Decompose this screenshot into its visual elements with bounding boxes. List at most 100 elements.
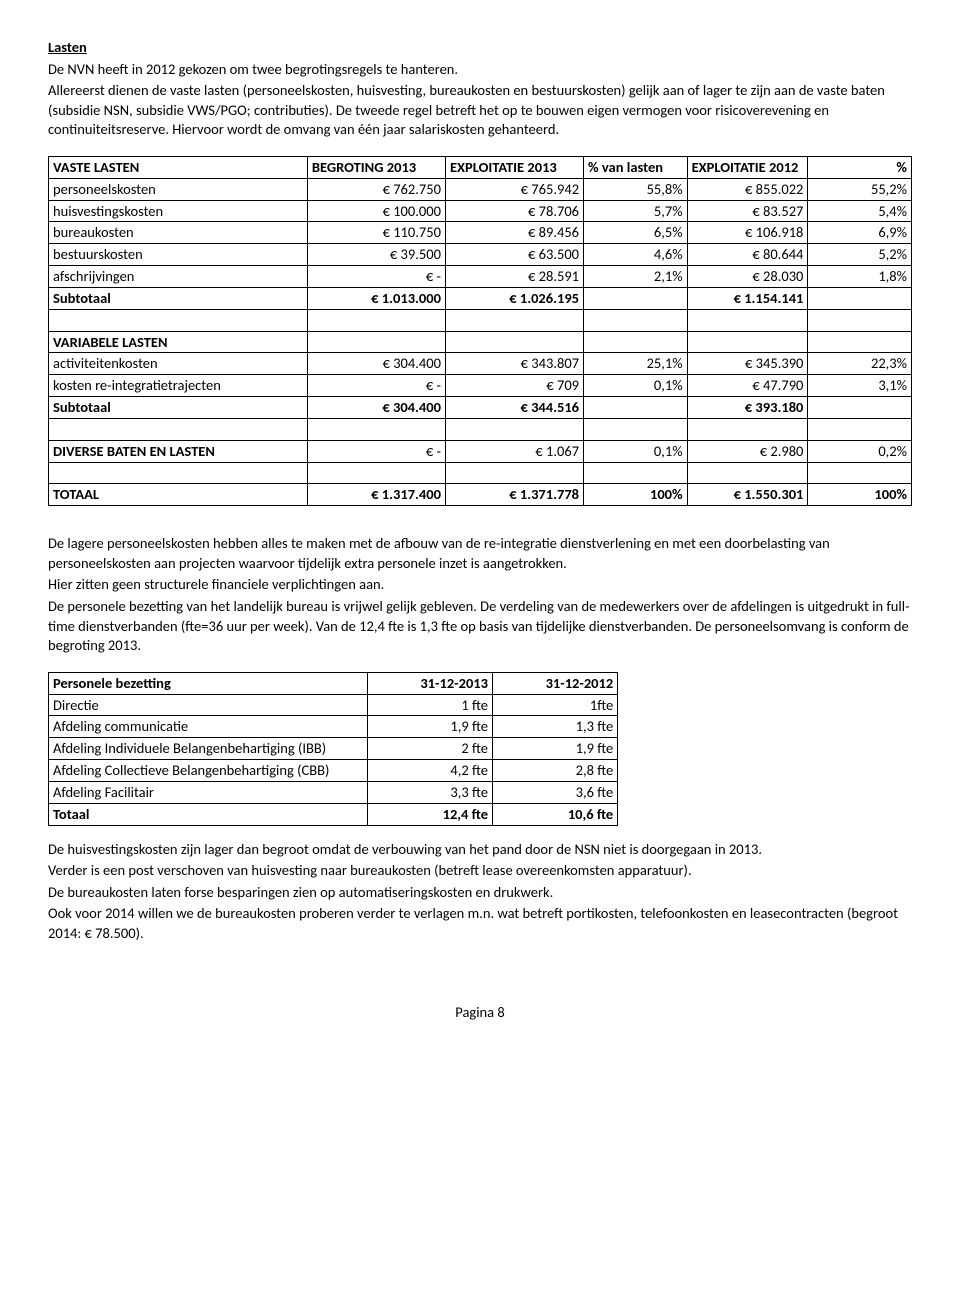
table-cell: activiteitenkosten — [49, 353, 308, 375]
intro-p1: De NVN heeft in 2012 gekozen om twee beg… — [48, 60, 912, 80]
table-cell: Afdeling Facilitair — [49, 781, 368, 803]
table-cell: € 304.400 — [307, 353, 445, 375]
t2-h2: 31-12-2012 — [493, 672, 618, 694]
table-cell: 2 fte — [367, 738, 492, 760]
mid-p2: Hier zitten geen structurele financiele … — [48, 575, 912, 595]
t2-rows: Directie1 fte1fteAfdeling communicatie1,… — [49, 694, 618, 803]
table-cell: Afdeling Individuele Belangenbehartiging… — [49, 738, 368, 760]
table-cell: 55,2% — [808, 178, 912, 200]
t1-tot-2: € 1.371.778 — [445, 484, 583, 506]
t1-tot-0: TOTAAL — [49, 484, 308, 506]
table-cell: kosten re-integratietrajecten — [49, 375, 308, 397]
t1-tot-4: € 1.550.301 — [687, 484, 808, 506]
table-cell: 3,1% — [808, 375, 912, 397]
t1-sub1-1: € 1.013.000 — [307, 287, 445, 309]
intro-p2: Allereerst dienen de vaste lasten (perso… — [48, 81, 912, 140]
section-heading: Lasten — [48, 38, 912, 58]
table-cell: 1,9 fte — [367, 716, 492, 738]
t1-tot-5: 100% — [808, 484, 912, 506]
t1-sub2-3 — [584, 397, 688, 419]
table-cell: € 100.000 — [307, 200, 445, 222]
t1-sub1-2: € 1.026.195 — [445, 287, 583, 309]
table-cell: 4,2 fte — [367, 760, 492, 782]
t1-sp3 — [49, 462, 308, 484]
personele-table: Personele bezetting 31-12-2013 31-12-201… — [48, 672, 618, 826]
table-cell: bestuurskosten — [49, 244, 308, 266]
table-cell: € 709 — [445, 375, 583, 397]
table-cell: 0,1% — [584, 375, 688, 397]
table-cell: 1fte — [493, 694, 618, 716]
table-cell: € 28.030 — [687, 266, 808, 288]
table-cell: € 762.750 — [307, 178, 445, 200]
lasten-table: VASTE LASTEN BEGROTING 2013 EXPLOITATIE … — [48, 156, 912, 507]
table-cell: € 63.500 — [445, 244, 583, 266]
table-cell: 5,7% — [584, 200, 688, 222]
t1-sp — [49, 309, 308, 331]
t1-tot-1: € 1.317.400 — [307, 484, 445, 506]
t1-sub1-5 — [808, 287, 912, 309]
t1-rows1: personeelskosten€ 762.750€ 765.94255,8%€… — [49, 178, 912, 287]
mid-p3: De personele bezetting van het landelijk… — [48, 597, 912, 656]
table-cell: Afdeling communicatie — [49, 716, 368, 738]
table-cell: bureaukosten — [49, 222, 308, 244]
t2-tot-0: Totaal — [49, 803, 368, 825]
t1-varh: VARIABELE LASTEN — [49, 331, 308, 353]
table-cell: € 39.500 — [307, 244, 445, 266]
table-cell: 4,6% — [584, 244, 688, 266]
t1-div-3: 0,1% — [584, 440, 688, 462]
t2-tot-1: 12,4 fte — [367, 803, 492, 825]
table-cell: € 855.022 — [687, 178, 808, 200]
t1-h3: % van lasten — [584, 156, 688, 178]
table-cell: 1,3 fte — [493, 716, 618, 738]
t1-sub1-4: € 1.154.141 — [687, 287, 808, 309]
t1-div-2: € 1.067 — [445, 440, 583, 462]
table-cell: € 110.750 — [307, 222, 445, 244]
outro-p3: De bureaukosten laten forse besparingen … — [48, 883, 912, 903]
t1-h2: EXPLOITATIE 2013 — [445, 156, 583, 178]
t1-div-5: 0,2% — [808, 440, 912, 462]
table-cell: 25,1% — [584, 353, 688, 375]
table-cell: huisvestingskosten — [49, 200, 308, 222]
table-cell: € 345.390 — [687, 353, 808, 375]
t1-div-0: DIVERSE BATEN EN LASTEN — [49, 440, 308, 462]
table-cell: 6,9% — [808, 222, 912, 244]
table-cell: personeelskosten — [49, 178, 308, 200]
t1-sub1-0: Subtotaal — [49, 287, 308, 309]
table-cell: 2,1% — [584, 266, 688, 288]
table-cell: 5,2% — [808, 244, 912, 266]
t2-h0: Personele bezetting — [49, 672, 368, 694]
t1-sub1-3 — [584, 287, 688, 309]
t1-h0: VASTE LASTEN — [49, 156, 308, 178]
table-cell: € 78.706 — [445, 200, 583, 222]
table-cell: 3,6 fte — [493, 781, 618, 803]
t1-sub2-1: € 304.400 — [307, 397, 445, 419]
t1-sub2-0: Subtotaal — [49, 397, 308, 419]
t1-sub2-5 — [808, 397, 912, 419]
t1-rows2: activiteitenkosten€ 304.400€ 343.80725,1… — [49, 353, 912, 397]
table-cell: 6,5% — [584, 222, 688, 244]
table-cell: 22,3% — [808, 353, 912, 375]
table-cell: € 83.527 — [687, 200, 808, 222]
t1-div-1: € - — [307, 440, 445, 462]
table-cell: afschrijvingen — [49, 266, 308, 288]
table-cell: € 28.591 — [445, 266, 583, 288]
table-cell: 55,8% — [584, 178, 688, 200]
outro-p1: De huisvestingskosten zijn lager dan beg… — [48, 840, 912, 860]
table-cell: 2,8 fte — [493, 760, 618, 782]
t1-h4: EXPLOITATIE 2012 — [687, 156, 808, 178]
table-cell: 1 fte — [367, 694, 492, 716]
table-cell: € - — [307, 266, 445, 288]
table-cell: € 80.644 — [687, 244, 808, 266]
table-cell: € 765.942 — [445, 178, 583, 200]
table-cell: Afdeling Collectieve Belangenbehartiging… — [49, 760, 368, 782]
mid-p1: De lagere personeelskosten hebben alles … — [48, 534, 912, 573]
table-cell: € - — [307, 375, 445, 397]
table-cell: 1,9 fte — [493, 738, 618, 760]
page-footer: Pagina 8 — [48, 1003, 912, 1021]
t1-h5: % — [808, 156, 912, 178]
table-cell: € 47.790 — [687, 375, 808, 397]
table-cell: 1,8% — [808, 266, 912, 288]
table-cell: 3,3 fte — [367, 781, 492, 803]
table-cell: € 106.918 — [687, 222, 808, 244]
t2-h1: 31-12-2013 — [367, 672, 492, 694]
